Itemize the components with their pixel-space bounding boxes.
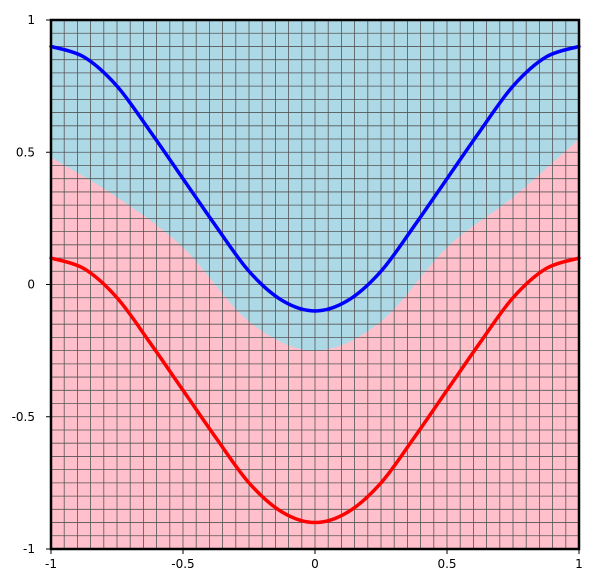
x-tick-label: 0.5: [437, 557, 456, 571]
series-line-1: [49, 44, 581, 313]
y-tick-label: -1: [23, 542, 35, 556]
x-tick-label: -0.5: [171, 557, 194, 571]
x-tick-label: 0: [311, 557, 319, 571]
x-tick-label: 1: [575, 557, 583, 571]
series-line-2: [49, 256, 581, 525]
y-tick-label: 1: [27, 13, 35, 27]
y-tick-label: -0.5: [12, 410, 35, 424]
y-tick-label: 0: [27, 278, 35, 292]
y-tick-label: 0.5: [16, 145, 35, 159]
ticks-layer: -1 -0.5 0 0.5 1 1 0.5 0 -0.5 -1: [12, 13, 583, 571]
x-tick-label: -1: [45, 557, 57, 571]
grid-layer: [50, 19, 580, 550]
series-layer: [49, 44, 581, 525]
